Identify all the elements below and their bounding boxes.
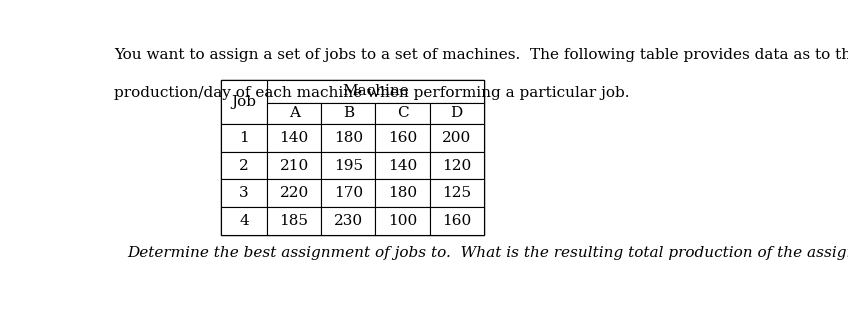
Bar [430,207,484,235]
Text: 140: 140 [280,131,309,144]
Bar [267,103,321,124]
Text: 200: 200 [442,131,471,144]
Bar [376,207,430,235]
Text: Determine the best assignment of jobs to.  What is the resulting total productio: Determine the best assignment of jobs to… [127,246,848,260]
Bar [430,179,484,207]
Bar [321,207,376,235]
Text: Job: Job [232,95,256,109]
Text: 180: 180 [334,131,363,144]
Text: 3: 3 [239,186,248,201]
Text: 220: 220 [280,186,309,201]
Text: 100: 100 [388,214,417,228]
Text: 1: 1 [239,131,248,144]
Bar [376,124,430,152]
Text: 170: 170 [334,186,363,201]
Text: 210: 210 [280,158,309,172]
Bar [321,103,376,124]
Bar [267,80,484,103]
Text: C: C [397,106,409,120]
Text: B: B [343,106,354,120]
Text: 4: 4 [239,214,248,228]
Bar [430,103,484,124]
Bar [221,179,267,207]
Text: 180: 180 [388,186,417,201]
Bar [376,103,430,124]
Bar [321,179,376,207]
Text: 120: 120 [442,158,471,172]
Bar [221,152,267,179]
Text: 125: 125 [442,186,471,201]
Bar [376,179,430,207]
Text: 230: 230 [334,214,363,228]
Bar [267,124,321,152]
Bar [267,152,321,179]
Bar [267,207,321,235]
Bar [321,124,376,152]
Text: 185: 185 [280,214,309,228]
Bar [221,80,267,124]
Text: D: D [450,106,463,120]
Bar [430,152,484,179]
Bar [221,124,267,152]
Text: 195: 195 [334,158,363,172]
Text: A: A [288,106,299,120]
Text: production/day of each machine when performing a particular job.: production/day of each machine when perf… [114,86,629,100]
Bar [321,152,376,179]
Bar [376,152,430,179]
Text: Machine: Machine [342,84,409,98]
Bar [430,124,484,152]
Bar [221,80,484,235]
Text: 140: 140 [388,158,417,172]
Text: You want to assign a set of jobs to a set of machines.  The following table prov: You want to assign a set of jobs to a se… [114,48,848,62]
Bar [221,207,267,235]
Text: 160: 160 [442,214,471,228]
Bar [267,179,321,207]
Text: 2: 2 [239,158,248,172]
Text: 160: 160 [388,131,417,144]
